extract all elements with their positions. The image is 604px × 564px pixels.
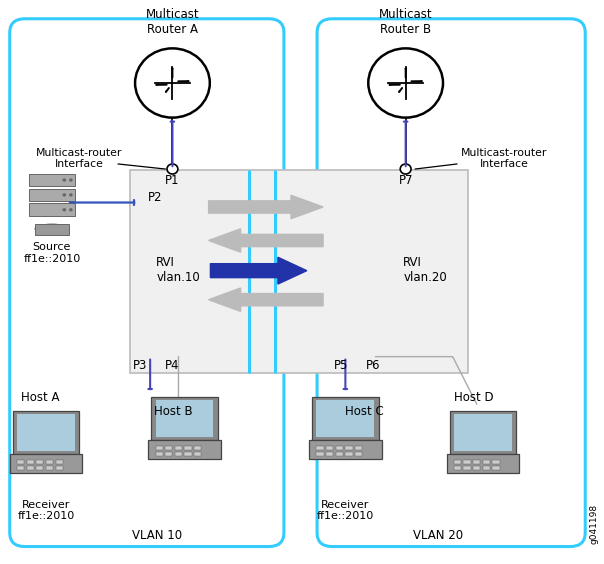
Ellipse shape	[35, 224, 69, 233]
FancyArrow shape	[208, 195, 323, 219]
FancyBboxPatch shape	[454, 466, 461, 470]
Circle shape	[69, 178, 72, 182]
FancyBboxPatch shape	[326, 446, 333, 450]
FancyBboxPatch shape	[463, 460, 471, 464]
Text: VLAN 20: VLAN 20	[413, 529, 463, 542]
FancyBboxPatch shape	[312, 397, 379, 440]
FancyBboxPatch shape	[309, 440, 382, 459]
FancyBboxPatch shape	[473, 460, 480, 464]
FancyBboxPatch shape	[492, 460, 500, 464]
Circle shape	[62, 193, 66, 197]
FancyBboxPatch shape	[184, 452, 191, 456]
FancyBboxPatch shape	[152, 397, 217, 440]
FancyBboxPatch shape	[446, 455, 519, 473]
Text: RVI
vlan.10: RVI vlan.10	[156, 255, 200, 284]
Text: Multicast-router
Interface: Multicast-router Interface	[461, 148, 547, 169]
Text: P6: P6	[366, 359, 381, 372]
Text: P4: P4	[165, 359, 179, 372]
Text: P7: P7	[399, 174, 413, 187]
FancyBboxPatch shape	[36, 466, 43, 470]
Text: Receiver
ff1e::2010: Receiver ff1e::2010	[18, 500, 74, 522]
FancyBboxPatch shape	[316, 400, 374, 437]
Text: Receiver
ff1e::2010: Receiver ff1e::2010	[316, 500, 374, 522]
FancyBboxPatch shape	[156, 452, 163, 456]
FancyBboxPatch shape	[336, 446, 343, 450]
FancyBboxPatch shape	[156, 446, 163, 450]
FancyArrow shape	[208, 288, 323, 311]
Circle shape	[167, 164, 178, 174]
FancyBboxPatch shape	[156, 400, 213, 437]
Text: VLAN 10: VLAN 10	[132, 529, 182, 542]
FancyBboxPatch shape	[194, 452, 201, 456]
FancyBboxPatch shape	[10, 19, 284, 547]
FancyBboxPatch shape	[30, 174, 74, 186]
FancyBboxPatch shape	[473, 466, 480, 470]
FancyBboxPatch shape	[316, 452, 324, 456]
FancyBboxPatch shape	[35, 223, 69, 235]
FancyBboxPatch shape	[165, 446, 172, 450]
FancyBboxPatch shape	[355, 452, 362, 456]
FancyBboxPatch shape	[483, 466, 490, 470]
Circle shape	[62, 178, 66, 182]
FancyBboxPatch shape	[17, 414, 75, 451]
FancyBboxPatch shape	[30, 204, 74, 216]
Circle shape	[400, 164, 411, 174]
FancyBboxPatch shape	[165, 452, 172, 456]
FancyBboxPatch shape	[336, 452, 343, 456]
FancyBboxPatch shape	[30, 188, 74, 201]
Circle shape	[62, 208, 66, 212]
FancyBboxPatch shape	[17, 460, 24, 464]
FancyBboxPatch shape	[355, 446, 362, 450]
FancyBboxPatch shape	[345, 452, 353, 456]
FancyBboxPatch shape	[56, 460, 63, 464]
FancyBboxPatch shape	[10, 455, 82, 473]
Text: Host C: Host C	[345, 405, 384, 418]
Circle shape	[69, 193, 72, 197]
FancyBboxPatch shape	[184, 446, 191, 450]
FancyBboxPatch shape	[175, 452, 182, 456]
Text: Host B: Host B	[155, 405, 193, 418]
FancyBboxPatch shape	[36, 460, 43, 464]
FancyBboxPatch shape	[46, 466, 53, 470]
FancyBboxPatch shape	[56, 466, 63, 470]
FancyBboxPatch shape	[149, 440, 220, 459]
FancyArrow shape	[208, 229, 323, 252]
FancyBboxPatch shape	[483, 460, 490, 464]
Circle shape	[368, 49, 443, 118]
FancyBboxPatch shape	[449, 411, 516, 455]
Text: Source
ff1e::2010: Source ff1e::2010	[24, 242, 80, 264]
Text: Host D: Host D	[454, 391, 493, 404]
Circle shape	[69, 208, 72, 212]
Text: Multicast
Router A: Multicast Router A	[146, 7, 199, 36]
FancyBboxPatch shape	[194, 446, 201, 450]
Text: g041198: g041198	[590, 504, 599, 544]
FancyBboxPatch shape	[454, 414, 512, 451]
FancyBboxPatch shape	[27, 460, 34, 464]
FancyBboxPatch shape	[326, 452, 333, 456]
FancyBboxPatch shape	[27, 466, 34, 470]
Circle shape	[135, 49, 210, 118]
FancyBboxPatch shape	[13, 411, 79, 455]
FancyBboxPatch shape	[316, 446, 324, 450]
Text: P3: P3	[133, 359, 148, 372]
FancyBboxPatch shape	[317, 19, 585, 547]
Text: P2: P2	[149, 191, 163, 204]
Text: Multicast
Router B: Multicast Router B	[379, 7, 432, 36]
FancyBboxPatch shape	[454, 460, 461, 464]
FancyBboxPatch shape	[463, 466, 471, 470]
FancyArrow shape	[210, 257, 307, 284]
Text: Host A: Host A	[21, 391, 59, 404]
FancyBboxPatch shape	[492, 466, 500, 470]
Text: RVI
vlan.20: RVI vlan.20	[403, 255, 447, 284]
FancyBboxPatch shape	[46, 460, 53, 464]
Text: Multicast-router
Interface: Multicast-router Interface	[36, 148, 122, 169]
FancyBboxPatch shape	[345, 446, 353, 450]
FancyBboxPatch shape	[17, 466, 24, 470]
FancyBboxPatch shape	[130, 170, 467, 373]
FancyBboxPatch shape	[175, 446, 182, 450]
Text: P5: P5	[334, 359, 349, 372]
Text: P1: P1	[165, 174, 179, 187]
